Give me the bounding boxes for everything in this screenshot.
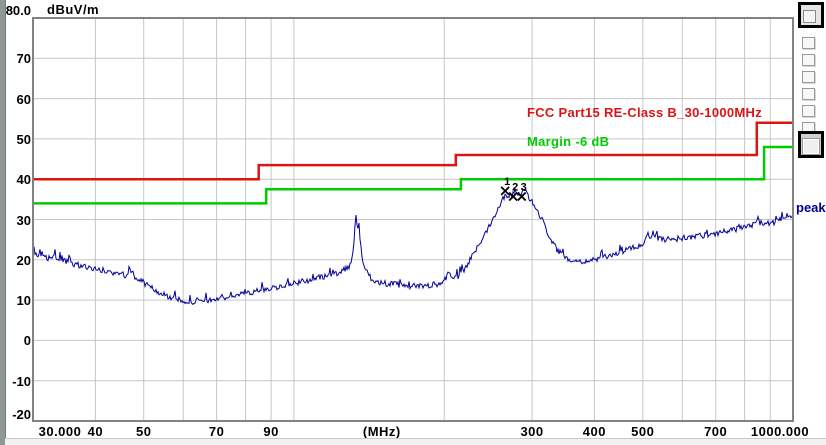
y-tick-label: 10 bbox=[16, 293, 31, 309]
y-tick-label: 50 bbox=[16, 131, 31, 147]
graph-window-button-glyph bbox=[803, 9, 816, 23]
window-bottom-divider bbox=[5, 438, 826, 439]
trace-toggle-button-2[interactable] bbox=[802, 54, 815, 66]
limit-line bbox=[33, 121, 793, 181]
x-tick-label: 300 bbox=[520, 424, 544, 439]
trace-toggle-button-4[interactable] bbox=[802, 88, 815, 100]
trace-toggle-button-3[interactable] bbox=[802, 71, 815, 83]
y-tick-label: 70 bbox=[16, 51, 31, 67]
x-tick-label: 30.000 bbox=[38, 424, 82, 439]
y-tick-label: -20 bbox=[12, 407, 31, 422]
margin-line-label: Margin -6 dB bbox=[527, 134, 610, 149]
active-trace-button-glyph bbox=[803, 138, 819, 154]
active-trace-button[interactable] bbox=[798, 131, 824, 158]
y-tick-label: 30 bbox=[16, 212, 31, 228]
marker-x-icon[interactable] bbox=[508, 191, 518, 202]
y-axis-unit-label: dBuV/m bbox=[47, 2, 100, 17]
margin-line bbox=[33, 145, 793, 205]
y-tick-label: 20 bbox=[16, 252, 31, 268]
graph-window-button[interactable] bbox=[798, 2, 824, 28]
x-tick-label: 500 bbox=[631, 424, 655, 439]
marker-number: 3 bbox=[521, 182, 527, 194]
marker-x-icon[interactable] bbox=[517, 191, 527, 202]
window-bottom-border bbox=[5, 439, 826, 445]
y-tick-label: 40 bbox=[16, 172, 31, 188]
marker-number: 1 bbox=[504, 176, 510, 188]
x-tick-label: 40 bbox=[87, 424, 104, 439]
marker-x-icon[interactable] bbox=[500, 186, 510, 196]
x-tick-label: 50 bbox=[135, 424, 152, 439]
trace-toggle-button-1[interactable] bbox=[802, 37, 815, 49]
side-panel bbox=[795, 0, 826, 230]
trace-peak bbox=[33, 187, 793, 306]
plot-border bbox=[32, 17, 794, 422]
trace-toggle-button-5[interactable] bbox=[802, 105, 815, 117]
x-tick-label: 70 bbox=[208, 424, 225, 439]
x-tick-label: 700 bbox=[704, 424, 728, 439]
window-left-border bbox=[0, 0, 6, 445]
x-tick-label: 1000.000 bbox=[750, 424, 810, 439]
y-tick-label: 80.0 bbox=[5, 3, 31, 18]
x-axis-unit-label: (MHz) bbox=[362, 424, 401, 439]
y-tick-label: -10 bbox=[12, 373, 31, 389]
x-tick-label: 400 bbox=[582, 424, 606, 439]
marker-number: 2 bbox=[512, 182, 518, 194]
y-tick-label: 0 bbox=[23, 333, 31, 349]
limit-line-label: FCC Part15 RE-Class B_30-1000MHz bbox=[527, 105, 763, 120]
x-tick-label: 90 bbox=[263, 424, 279, 439]
y-tick-label: 60 bbox=[16, 91, 31, 107]
trace-name-label: peak bbox=[796, 200, 826, 215]
